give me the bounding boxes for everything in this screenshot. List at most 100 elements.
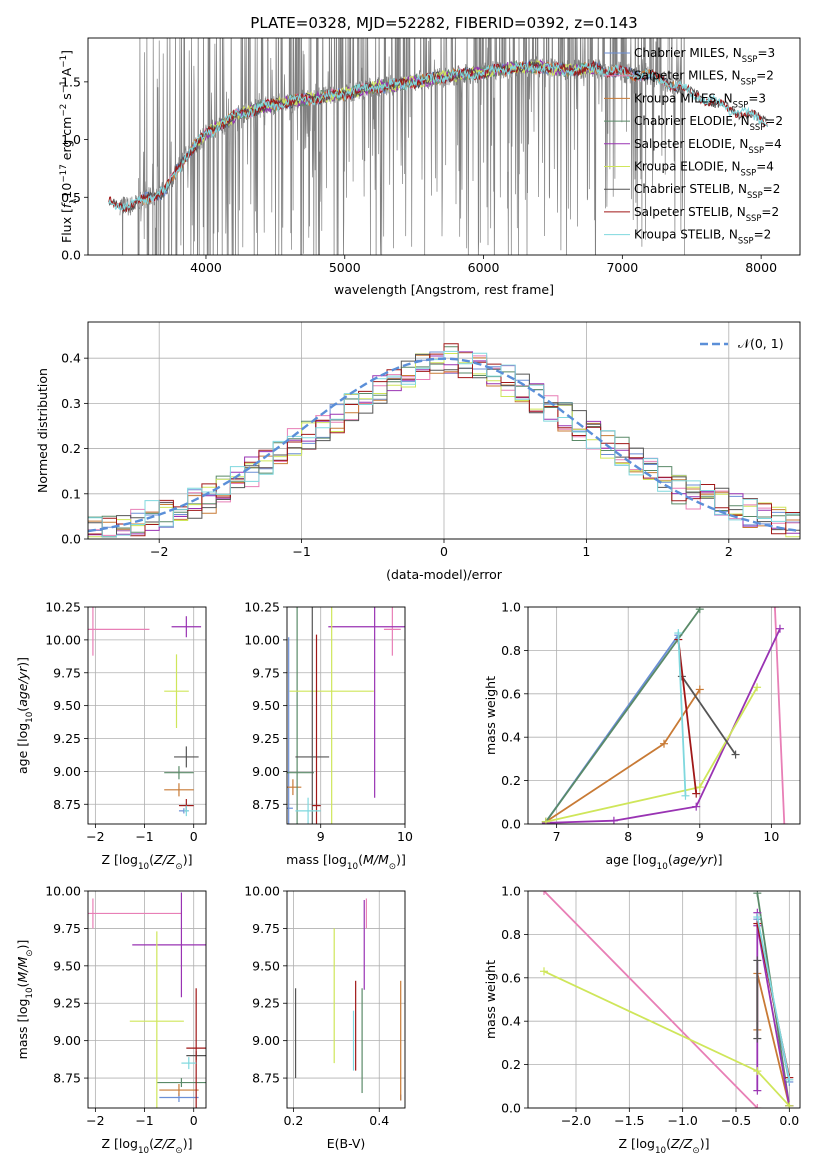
errorbar-salpeter_elodie xyxy=(328,607,405,798)
panel-mass_vs_Z: −2 −1 0 8.75 9.00 9.25 9.50 9.75 10.00 Z [log10(Z… xyxy=(15,884,207,1156)
y-tick-label: 0.4 xyxy=(501,730,521,745)
errorbar-kroupa_stelib xyxy=(183,805,189,817)
x-axis-label: wavelength [Angstrom, rest frame] xyxy=(334,282,554,297)
plot-area xyxy=(287,607,405,824)
y-tick-label: 9.25 xyxy=(252,996,280,1011)
y-tick-label: 0.8 xyxy=(501,643,521,658)
y-tick-label: 9.25 xyxy=(53,731,81,746)
weight-series-salpeter_miles xyxy=(540,891,762,1108)
x-tick-label: 5000 xyxy=(329,260,361,275)
x-axis-label: age [log10(age/yr)] xyxy=(605,852,722,872)
legend-label: Salpeter MILES, NSSP=2 xyxy=(634,69,774,87)
y-tick-label: 0.0 xyxy=(61,532,81,547)
x-tick-label: 0 xyxy=(440,544,448,559)
legend-label: Kroupa MILES, NSSP=3 xyxy=(634,91,766,109)
legend-label: 𝒩(0, 1) xyxy=(738,336,784,351)
errorbar-kroupa_elodie xyxy=(289,607,374,824)
errorbar-salpeter_miles xyxy=(383,607,401,656)
errorbar-kroupa_elodie xyxy=(129,931,184,1108)
axes-frame xyxy=(286,606,406,825)
y-axis-label: mass weight xyxy=(483,676,498,755)
axes-frame xyxy=(527,890,801,1109)
weight-series-kroupa_stelib xyxy=(753,913,794,1084)
panel-spectrum: 4000 5000 6000 7000 8000 0.0 0.5 1.0 1.5 Chabrier… xyxy=(59,14,801,297)
y-tick-label: 9.00 xyxy=(53,764,81,779)
x-tick-label: 7000 xyxy=(606,260,638,275)
y-tick-label: 0.0 xyxy=(501,817,521,832)
errorbar-salpeter_miles xyxy=(88,607,150,656)
y-axis-label: Flux [fλ10−17 erg cm−2 s−1 A−1] xyxy=(59,50,79,243)
errorbar-chabrier_miles xyxy=(287,637,293,824)
x-tick-label: 10 xyxy=(397,829,413,844)
weight-line xyxy=(681,675,737,756)
errorbar-salpeter_stelib xyxy=(312,634,321,824)
errorbar-salpeter_elodie xyxy=(132,892,206,998)
y-tick-label: 0.4 xyxy=(61,351,81,366)
x-tick-label: −2.0 xyxy=(561,1113,591,1128)
weight-series-chabrier_stelib xyxy=(753,956,762,1043)
legend-label: Salpeter STELIB, NSSP=2 xyxy=(634,205,779,223)
y-tick-label: 9.75 xyxy=(53,665,81,680)
y-tick-label: 1.0 xyxy=(61,132,81,147)
data-spectrum-line xyxy=(119,38,685,255)
axes-frame xyxy=(87,321,801,540)
y-tick-label: 9.50 xyxy=(53,958,81,973)
y-tick-label: 9.00 xyxy=(53,1033,81,1048)
weight-line xyxy=(677,632,687,796)
x-tick-label: −1 xyxy=(292,544,310,559)
y-tick-label: 9.75 xyxy=(252,921,280,936)
errorbar-kroupa_stelib xyxy=(295,797,321,824)
y-tick-label: 9.00 xyxy=(252,1033,280,1048)
y-tick-label: 9.25 xyxy=(53,996,81,1011)
y-tick-label: 0.0 xyxy=(61,248,81,263)
x-tick-label: −1 xyxy=(135,829,153,844)
y-tick-label: 9.75 xyxy=(252,665,280,680)
weight-line xyxy=(545,608,701,823)
y-tick-label: 0.2 xyxy=(61,441,81,456)
y-tick-label: 0.4 xyxy=(501,1014,521,1029)
y-tick-label: 0.2 xyxy=(501,1057,521,1072)
weight-series-kroupa_elodie xyxy=(541,683,762,824)
y-tick-label: 9.50 xyxy=(252,698,280,713)
panel-age_vs_mass: 9 10 8.75 9.00 9.25 9.50 9.75 10.00 10.25 mass [l… xyxy=(244,600,413,873)
y-tick-label: 10.25 xyxy=(244,600,280,615)
errorbar-chabrier_stelib xyxy=(174,746,199,768)
histogram-step-salpeter_stelib xyxy=(88,343,800,537)
legend-label: Chabrier MILES, NSSP=3 xyxy=(634,46,775,64)
y-tick-label: 0.6 xyxy=(501,970,521,985)
x-tick-label: 0.4 xyxy=(369,1113,389,1128)
y-axis-label: mass [log10(M/M⊙)] xyxy=(15,940,35,1060)
errorbar-chabrier_elodie xyxy=(164,766,194,780)
y-tick-label: 0.8 xyxy=(501,927,521,942)
x-tick-label: 0.0 xyxy=(779,1113,799,1128)
plot-area xyxy=(108,38,768,255)
x-tick-label: 0.2 xyxy=(283,1113,303,1128)
weight-line xyxy=(543,891,758,1108)
y-tick-label: 0.6 xyxy=(501,686,521,701)
axes-frame xyxy=(87,890,207,1109)
histogram-step-kroupa_stelib xyxy=(88,350,800,538)
y-tick-label: 0.1 xyxy=(61,486,81,501)
y-tick-label: 9.50 xyxy=(53,698,81,713)
panel-weight_vs_age: 7 8 9 10 0.0 0.2 0.4 0.6 0.8 1.0 age [log10(age/yr… xyxy=(483,600,801,872)
weight-line xyxy=(545,628,781,824)
legend-label: Salpeter ELODIE, NSSP=4 xyxy=(634,137,782,155)
y-tick-label: 1.5 xyxy=(61,74,81,89)
y-tick-label: 8.75 xyxy=(252,1071,280,1086)
y-tick-label: 9.00 xyxy=(252,764,280,779)
x-axis-label: Z [log10(Z/Z⊙)] xyxy=(102,1136,193,1156)
y-tick-label: 8.75 xyxy=(53,1071,81,1086)
x-tick-label: 6000 xyxy=(468,260,500,275)
x-tick-label: 8 xyxy=(624,829,632,844)
y-axis-label: mass weight xyxy=(483,960,498,1039)
plot-area xyxy=(541,607,789,824)
histogram-step-kroupa_miles xyxy=(88,352,800,530)
x-tick-label: 2 xyxy=(725,544,733,559)
legend-label: Chabrier ELODIE, NSSP=2 xyxy=(634,114,783,132)
x-axis-label: E(B-V) xyxy=(327,1136,366,1151)
axes-frame xyxy=(286,890,406,1109)
x-axis-label: mass [log10(M/M⊙)] xyxy=(286,852,406,872)
y-tick-label: 10.25 xyxy=(45,600,81,615)
weight-series-salpeter_stelib xyxy=(674,635,701,798)
